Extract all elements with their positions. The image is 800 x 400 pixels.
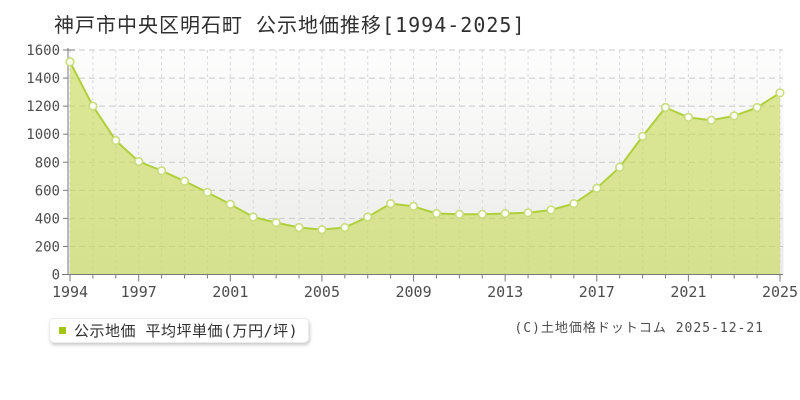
svg-text:2013: 2013 <box>487 283 523 301</box>
svg-text:1600: 1600 <box>26 43 60 59</box>
svg-text:0: 0 <box>52 268 60 284</box>
legend-swatch-icon <box>59 327 66 334</box>
data-point <box>111 135 121 146</box>
price-area <box>70 61 780 275</box>
svg-text:2009: 2009 <box>395 283 431 301</box>
data-point <box>615 162 625 172</box>
price-trend-chart: 0 200 400 600 800 1000 1200 1400 1600 1994 1997 200… <box>26 43 798 301</box>
svg-text:1000: 1000 <box>26 127 60 143</box>
svg-text:2005: 2005 <box>304 283 340 301</box>
legend-label: 公示地価 平均坪単価(万円/坪) <box>74 322 299 340</box>
data-point <box>752 102 762 113</box>
svg-text:1994: 1994 <box>52 283 88 301</box>
data-point <box>569 199 579 209</box>
data-point <box>592 183 602 193</box>
data-point <box>340 222 350 233</box>
data-point <box>134 156 144 167</box>
svg-text:800: 800 <box>35 155 60 171</box>
data-point <box>202 187 212 197</box>
data-point <box>225 199 235 209</box>
svg-text:2025: 2025 <box>762 283 798 301</box>
data-point <box>500 208 510 219</box>
data-point <box>294 222 304 233</box>
data-point <box>157 166 167 176</box>
svg-text:2001: 2001 <box>212 283 248 301</box>
data-point <box>88 101 98 111</box>
legend: 公示地価 平均坪単価(万円/坪) <box>49 318 309 343</box>
svg-text:1200: 1200 <box>26 99 60 115</box>
svg-text:1997: 1997 <box>121 283 157 301</box>
chart-title: 神戸市中央区明石町 公示地価推移[1994-2025] <box>54 13 526 37</box>
data-point <box>431 208 442 219</box>
y-tick-labels: 0 200 400 600 800 1000 1200 1400 1600 <box>26 43 60 284</box>
copyright-note: (C)土地価格ドットコム 2025-12-21 <box>514 321 764 336</box>
data-point <box>248 212 258 222</box>
svg-text:600: 600 <box>35 183 60 199</box>
svg-text:2017: 2017 <box>579 283 615 301</box>
data-point <box>637 131 648 141</box>
svg-text:2021: 2021 <box>670 283 706 301</box>
data-point <box>363 212 373 222</box>
data-point <box>408 201 419 211</box>
data-point <box>65 57 75 67</box>
svg-text:1400: 1400 <box>26 71 60 87</box>
svg-text:200: 200 <box>35 239 60 255</box>
data-point <box>683 112 694 122</box>
data-point-markers <box>65 57 785 235</box>
axes <box>62 48 783 282</box>
data-point <box>523 208 533 218</box>
data-point <box>660 102 671 113</box>
data-point <box>477 209 487 219</box>
data-point <box>271 218 281 228</box>
data-point <box>386 199 396 209</box>
data-point <box>706 115 716 125</box>
data-point <box>729 111 739 121</box>
data-point <box>317 225 327 235</box>
svg-text:400: 400 <box>35 211 60 227</box>
data-point <box>775 88 785 98</box>
data-point <box>179 176 190 186</box>
data-point <box>546 205 556 215</box>
data-point <box>454 209 465 219</box>
x-tick-labels: 1994 1997 2001 2005 2009 2013 2017 2021 2025 <box>52 283 798 301</box>
